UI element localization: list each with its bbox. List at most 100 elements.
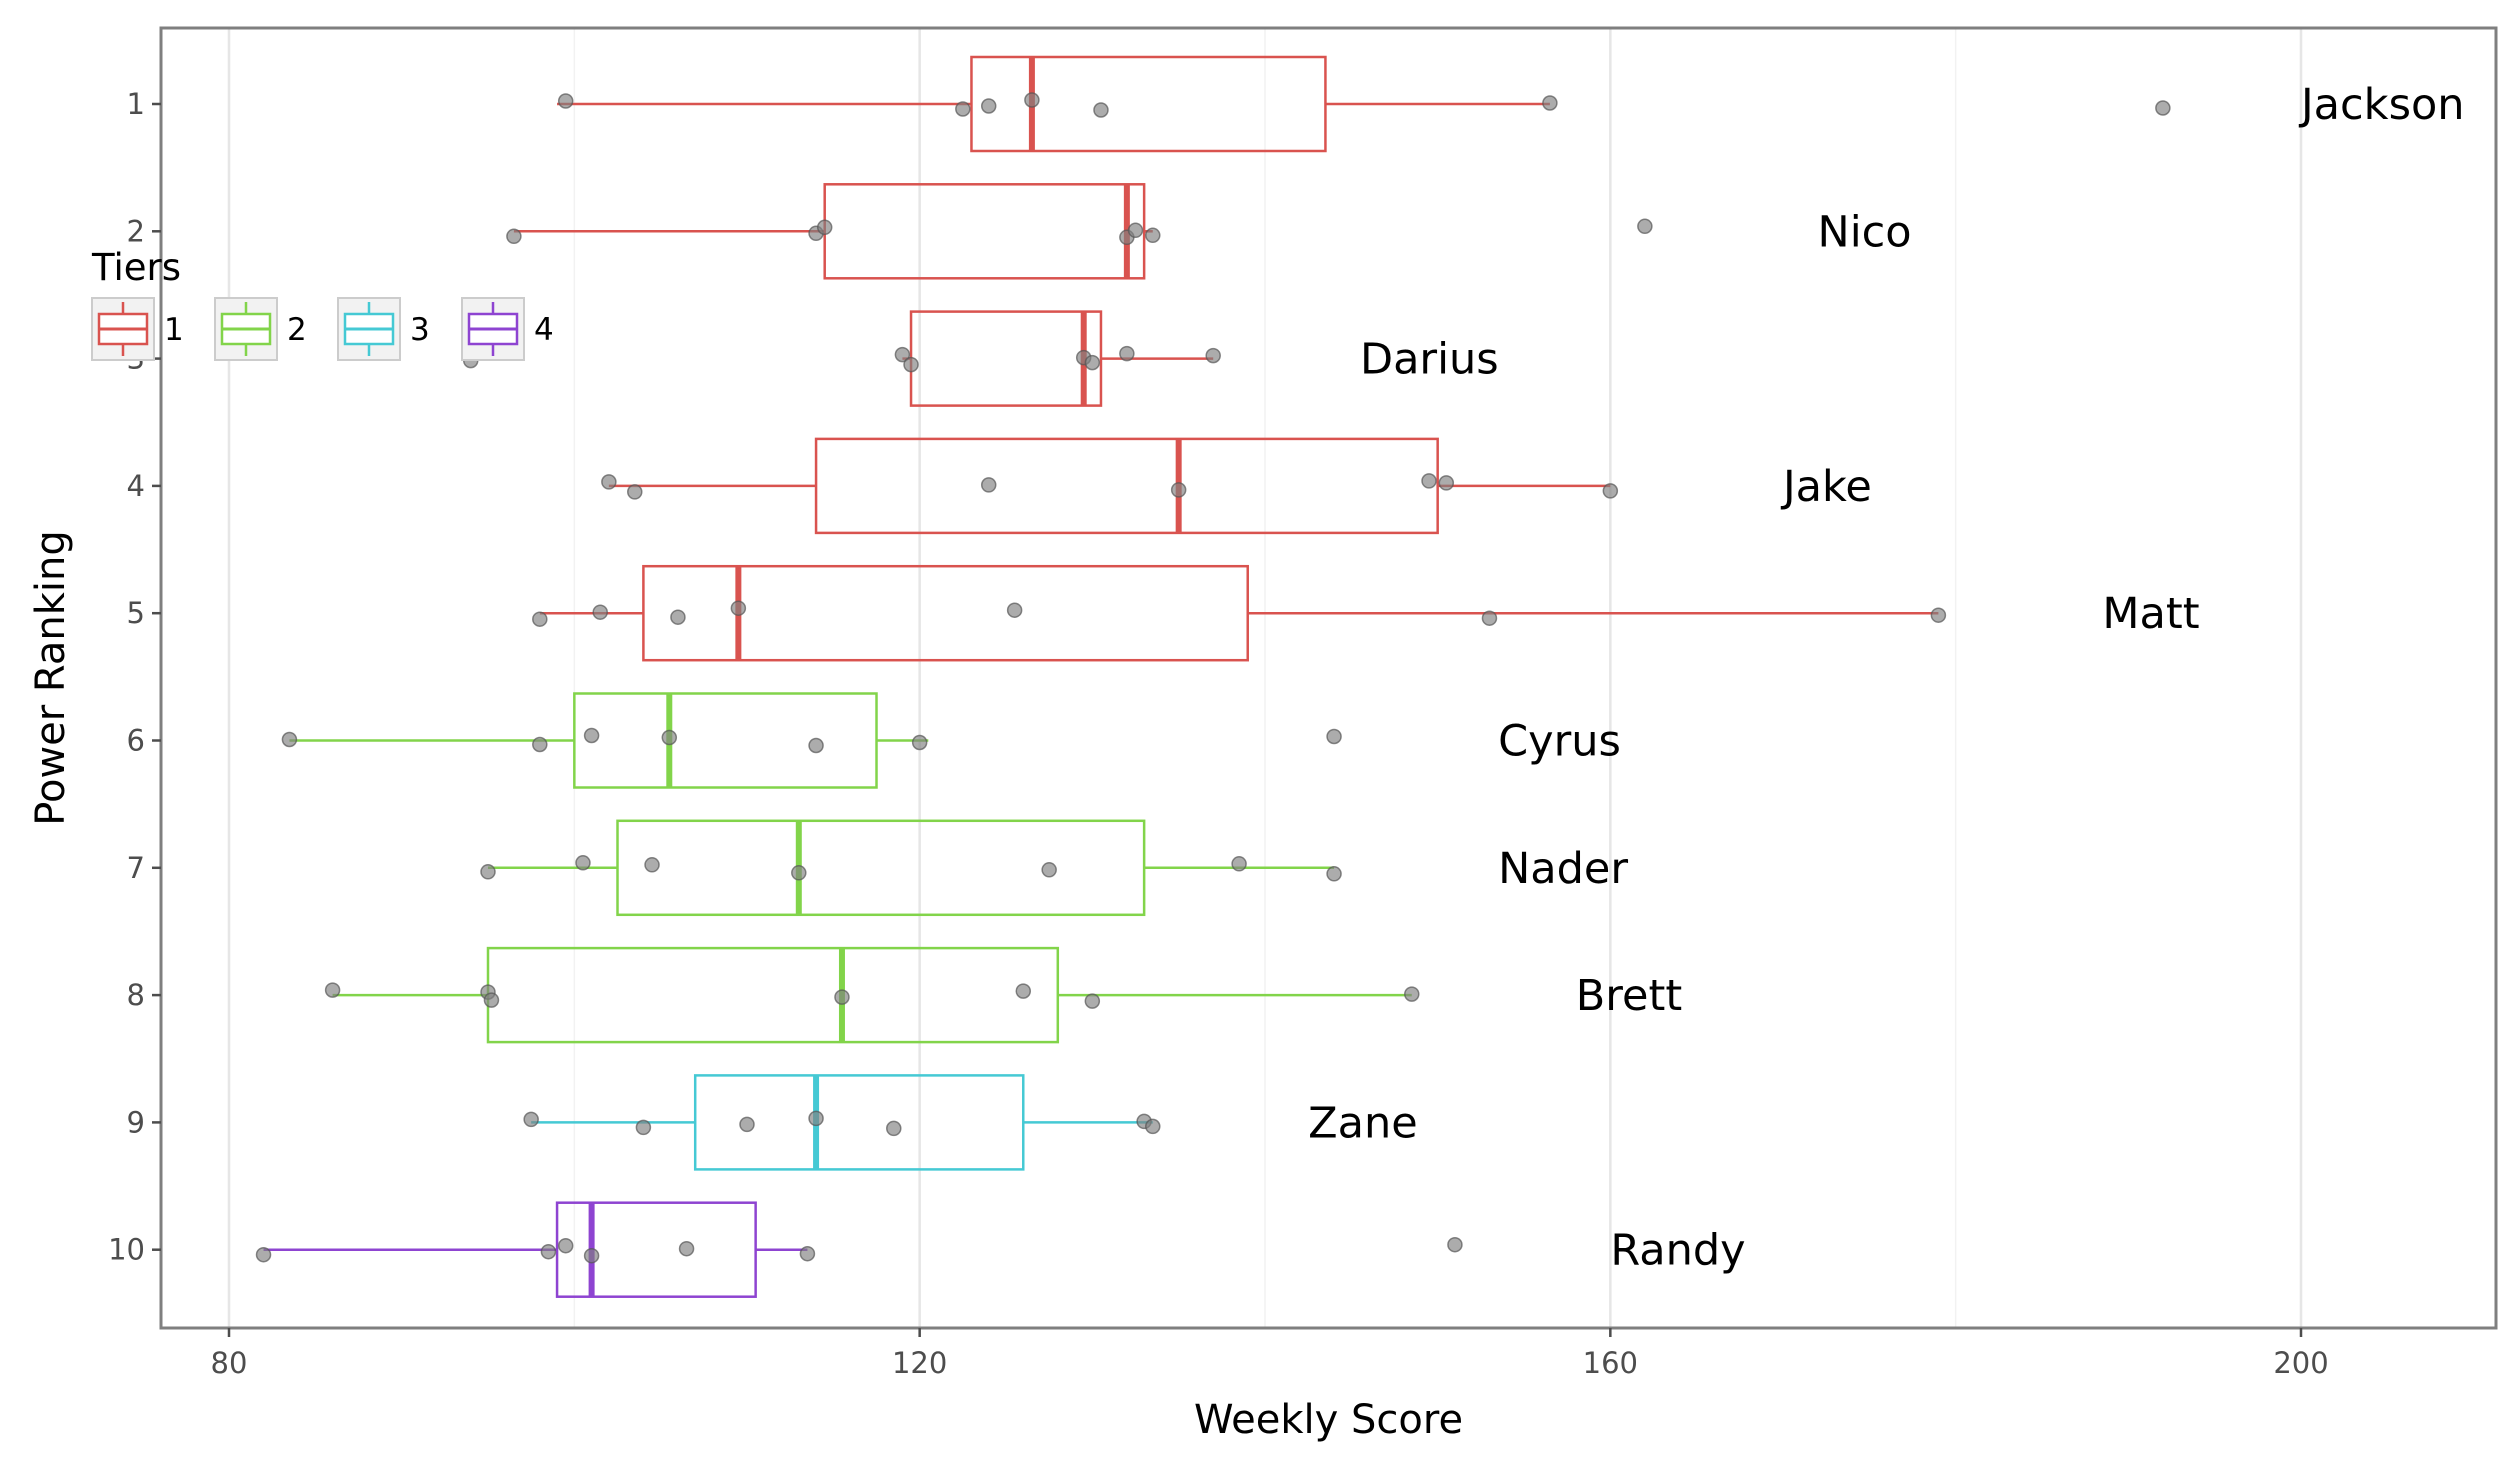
score-point xyxy=(281,731,298,748)
score-point xyxy=(670,609,686,625)
y-axis-title: Power Ranking xyxy=(28,530,74,825)
score-point xyxy=(1015,983,1032,999)
score-point xyxy=(834,989,850,1005)
score-point xyxy=(480,864,496,880)
score-point xyxy=(506,228,522,245)
team-name-label: Zane xyxy=(1308,1098,1418,1148)
score-point xyxy=(1145,227,1161,244)
x-tick-label: 160 xyxy=(1583,1346,1638,1380)
team-name-label: Brett xyxy=(1576,971,1682,1021)
score-point xyxy=(627,484,643,500)
score-point xyxy=(678,1240,695,1257)
score-point xyxy=(1127,222,1144,239)
score-point xyxy=(730,600,747,616)
score-point xyxy=(816,219,833,236)
score-point xyxy=(1119,345,1135,362)
team-name-label: Nico xyxy=(1818,207,1912,257)
legend-label: 4 xyxy=(534,312,554,348)
score-point xyxy=(955,101,971,117)
score-point xyxy=(1093,102,1109,118)
score-point xyxy=(2155,100,2171,116)
x-tick-label: 120 xyxy=(892,1346,947,1380)
score-point xyxy=(808,1110,824,1127)
score-point xyxy=(1447,1236,1463,1253)
iqr-box xyxy=(693,1074,1025,1171)
x-axis-title: Weekly Score xyxy=(1194,1397,1463,1443)
team-name-label: Darius xyxy=(1360,335,1499,385)
score-point xyxy=(894,346,911,363)
score-point xyxy=(903,356,919,373)
score-point xyxy=(644,857,660,873)
score-point xyxy=(583,1247,600,1264)
team-name-label: Matt xyxy=(2102,589,2199,639)
y-tick-label: 4 xyxy=(127,469,145,503)
x-tick-label: 200 xyxy=(2273,1346,2328,1380)
score-point xyxy=(532,611,548,627)
score-point xyxy=(255,1246,272,1263)
team-name-label: Jake xyxy=(1780,462,1872,512)
score-point xyxy=(1205,347,1221,364)
grid-layer xyxy=(227,28,2303,1328)
legend-label: 3 xyxy=(410,312,430,348)
score-point xyxy=(1084,354,1101,371)
y-tick-label: 5 xyxy=(127,596,145,630)
y-tick-label: 7 xyxy=(127,851,145,885)
team-box-randy xyxy=(263,1201,808,1298)
iqr-box xyxy=(814,437,1439,535)
score-point xyxy=(1542,95,1558,111)
score-point xyxy=(1404,986,1420,1002)
team-name-label: Nader xyxy=(1498,844,1628,894)
team-name-label: Cyrus xyxy=(1498,717,1621,767)
legend-item-tier-4: 4 xyxy=(461,297,554,361)
score-point xyxy=(1006,602,1023,618)
score-point xyxy=(557,1237,574,1254)
score-point xyxy=(799,1245,816,1262)
score-point xyxy=(980,477,997,493)
team-name-label: Jackson xyxy=(2298,80,2465,130)
score-point xyxy=(1637,218,1653,235)
score-point xyxy=(1481,610,1498,626)
score-point xyxy=(583,727,600,744)
iqr-box xyxy=(642,564,1249,662)
y-tick-label: 1 xyxy=(127,87,145,121)
score-point xyxy=(1024,92,1040,108)
score-point xyxy=(1326,728,1342,745)
score-point xyxy=(1326,866,1342,882)
score-point xyxy=(1231,856,1247,872)
iqr-box xyxy=(970,55,1327,153)
team-name-labels: Jackson Nico Darius Jake Matt Cyrus Nader Brett… xyxy=(1308,80,2464,1276)
score-point xyxy=(808,737,824,754)
y-tick-label: 10 xyxy=(108,1233,145,1267)
team-name-label: Randy xyxy=(1610,1226,1745,1276)
score-point xyxy=(1145,1118,1161,1135)
score-point xyxy=(886,1120,902,1137)
legend: Tiers 1 2 3 4 xyxy=(91,246,554,361)
y-tick-label: 8 xyxy=(127,978,145,1012)
iqr-box xyxy=(573,692,878,789)
score-point xyxy=(661,729,678,746)
point-layer xyxy=(255,92,2171,1264)
legend-label: 2 xyxy=(287,312,307,348)
score-point xyxy=(1084,993,1101,1009)
score-point xyxy=(791,865,807,881)
score-point xyxy=(635,1119,652,1136)
score-point xyxy=(1602,483,1619,499)
y-tick-label: 2 xyxy=(127,214,145,248)
iqr-box xyxy=(616,819,1146,917)
iqr-box xyxy=(555,1201,757,1298)
legend-item-tier-1: 1 xyxy=(91,297,184,361)
y-tick-label: 6 xyxy=(127,724,145,758)
score-point xyxy=(1041,862,1057,878)
score-point xyxy=(592,604,608,620)
score-point xyxy=(1421,473,1437,489)
score-point xyxy=(601,474,617,490)
legend-label: 1 xyxy=(164,312,184,348)
team-box-matt xyxy=(539,564,1939,662)
score-point xyxy=(1930,607,1947,623)
score-point xyxy=(739,1116,755,1133)
score-point xyxy=(523,1111,539,1128)
score-point xyxy=(980,98,997,114)
score-point xyxy=(324,982,341,998)
